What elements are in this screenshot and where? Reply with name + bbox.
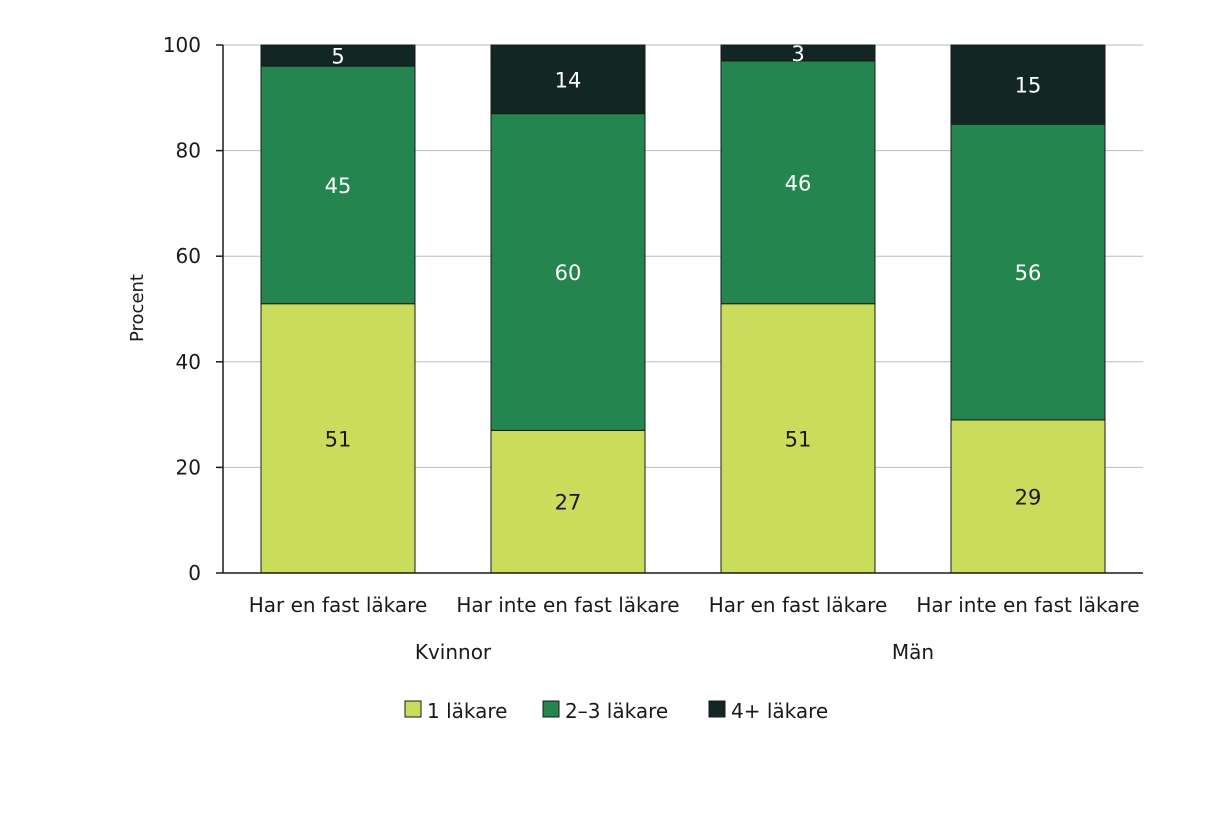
legend-label-3: 4+ läkare — [731, 699, 828, 723]
x-category-label-4: Har inte en fast läkare — [916, 593, 1139, 617]
y-tick-label-100: 100 — [163, 33, 201, 57]
bar-segment-4-series-1 — [950, 419, 1106, 574]
data-label-2-series-2: 60 — [555, 261, 582, 285]
x-group-label-2: Män — [892, 640, 934, 664]
data-label-1-series-1: 51 — [325, 427, 352, 451]
data-label-2-series-3: 14 — [555, 68, 582, 92]
legend: 1 läkare 2–3 läkare 4+ läkare — [404, 699, 828, 723]
data-label-1-series-2: 45 — [325, 174, 352, 198]
data-label-4-series-1: 29 — [1015, 485, 1042, 509]
data-label-4-series-2: 56 — [1015, 261, 1042, 285]
data-label-2-series-1: 27 — [555, 491, 582, 515]
x-category-label-3: Har en fast läkare — [709, 593, 888, 617]
y-tick-label-40: 40 — [176, 350, 201, 374]
legend-swatch-3 — [708, 700, 726, 718]
legend-label-1: 1 läkare — [427, 699, 507, 723]
bar-segment-3-series-3 — [720, 44, 876, 62]
data-label-1-series-3: 5 — [331, 45, 344, 69]
bar-segment-4-series-3 — [950, 44, 1106, 125]
legend-swatch-2 — [542, 700, 560, 718]
bar-segment-2-series-2 — [490, 113, 646, 431]
bar-segment-3-series-1 — [720, 303, 876, 574]
bar-segment-1-series-3 — [260, 44, 416, 67]
y-tick-label-80: 80 — [176, 139, 201, 163]
bars: 51 45 5 27 60 14 51 46 3 29 56 15 — [260, 42, 1106, 574]
bar-segment-2-series-1 — [490, 429, 646, 574]
data-label-3-series-3: 3 — [791, 42, 804, 66]
bar-segment-1-series-2 — [260, 65, 416, 305]
bar-segment-2-series-3 — [490, 44, 646, 115]
legend-swatch-1 — [404, 700, 422, 718]
legend-label-2: 2–3 läkare — [565, 699, 668, 723]
x-group-label-1: Kvinnor — [415, 640, 492, 664]
data-label-3-series-1: 51 — [785, 427, 812, 451]
y-tick-label-60: 60 — [176, 244, 201, 268]
bar-segment-1-series-1 — [260, 303, 416, 574]
bar-segment-4-series-2 — [950, 123, 1106, 421]
y-tick-label-20: 20 — [176, 455, 201, 479]
axes: 0 20 40 60 80 100 — [163, 33, 1143, 585]
y-axis-label: Procent — [127, 274, 148, 342]
data-label-3-series-2: 46 — [785, 171, 812, 195]
x-category-label-1: Har en fast läkare — [249, 593, 428, 617]
y-tick-label-0: 0 — [188, 561, 201, 585]
labels: Procent Har en fast läkare Har inte en fa… — [127, 274, 1140, 664]
x-category-label-2: Har inte en fast läkare — [456, 593, 679, 617]
data-label-4-series-3: 15 — [1015, 74, 1042, 98]
